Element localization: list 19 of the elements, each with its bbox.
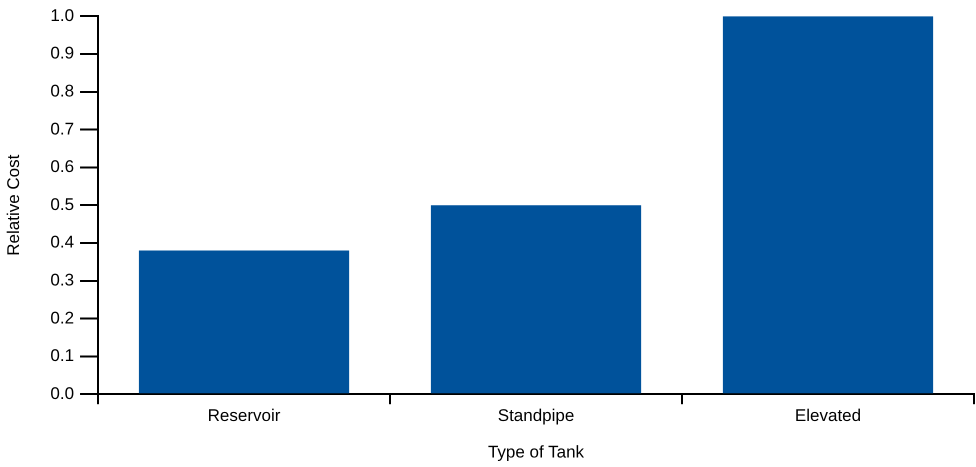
y-tick-label: 0.6	[50, 157, 74, 176]
y-axis-title: Relative Cost	[4, 154, 23, 256]
bar	[722, 16, 934, 394]
y-tick-label: 0.1	[50, 346, 74, 366]
y-tick-label: 0.0	[50, 384, 74, 403]
y-tick-label: 1.0	[50, 6, 74, 25]
y-tick-label: 0.5	[50, 194, 74, 214]
y-tick-label: 0.8	[50, 81, 74, 100]
y-tick-label: 0.4	[50, 232, 74, 252]
bar	[430, 205, 642, 394]
bar	[138, 250, 350, 394]
y-tick-label: 0.3	[50, 270, 74, 290]
y-tick-label: 0.9	[50, 44, 74, 63]
x-axis-title: Type of Tank	[488, 442, 585, 462]
x-tick-label: Reservoir	[208, 406, 281, 426]
y-tick-label: 0.2	[50, 308, 74, 328]
x-tick-label: Elevated	[794, 406, 862, 426]
x-tick-label: Standpipe	[498, 406, 574, 426]
y-tick-label: 0.7	[50, 119, 74, 138]
